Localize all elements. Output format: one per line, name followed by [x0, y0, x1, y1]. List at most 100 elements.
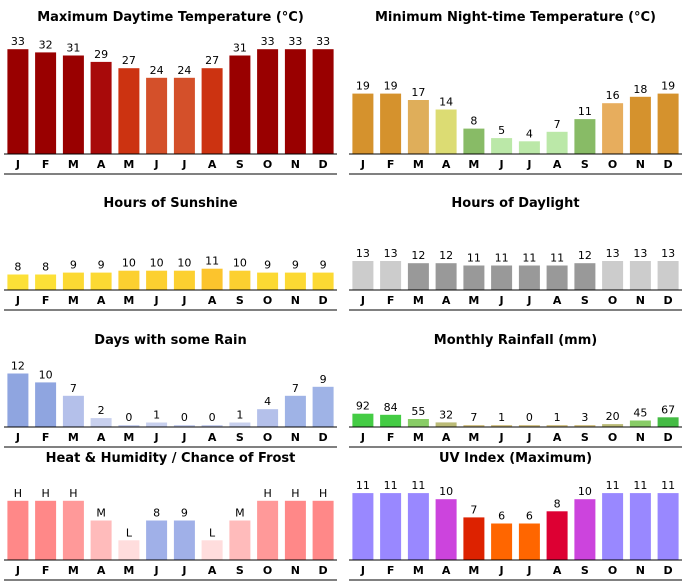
- month-tick-label: D: [664, 158, 673, 171]
- data-label: 12: [439, 249, 453, 262]
- data-label: H: [14, 487, 22, 500]
- data-label: 33: [261, 35, 275, 48]
- data-label: 13: [633, 247, 647, 260]
- month-tick-label: D: [664, 564, 673, 577]
- bar: [629, 493, 651, 560]
- data-label: 67: [661, 403, 675, 416]
- data-label: 19: [356, 80, 370, 93]
- month-tick-label: S: [236, 294, 244, 307]
- month-tick-label: F: [387, 158, 395, 171]
- bar: [7, 274, 29, 290]
- data-label: 1: [498, 411, 505, 424]
- month-tick-label: M: [68, 564, 79, 577]
- bar: [284, 500, 306, 560]
- month-tick-label: A: [553, 158, 562, 171]
- month-tick-label: A: [442, 431, 451, 444]
- month-tick-label: O: [263, 431, 272, 444]
- month-tick-label: N: [636, 294, 645, 307]
- data-label: 9: [320, 259, 327, 272]
- month-tick-label: D: [319, 294, 328, 307]
- bar: [546, 265, 568, 290]
- data-label: L: [209, 526, 216, 539]
- data-label: 19: [384, 80, 398, 93]
- data-label: M: [96, 507, 106, 520]
- data-label: 13: [606, 247, 620, 260]
- bar: [491, 138, 513, 154]
- data-label: 11: [384, 479, 398, 492]
- data-label: 0: [125, 411, 132, 424]
- month-tick-label: A: [208, 294, 217, 307]
- chart-title: Hours of Daylight: [451, 196, 580, 211]
- bar: [463, 128, 485, 154]
- month-tick-label: F: [42, 158, 50, 171]
- bar: [463, 517, 485, 560]
- bar: [435, 263, 457, 290]
- month-tick-label: M: [68, 294, 79, 307]
- month-tick-label: J: [526, 294, 531, 307]
- bar: [284, 272, 306, 290]
- data-label: 18: [633, 83, 647, 96]
- month-tick-label: A: [208, 564, 217, 577]
- month-tick-label: J: [360, 294, 365, 307]
- bar: [491, 265, 513, 290]
- bar: [35, 382, 57, 427]
- month-tick-label: M: [413, 564, 424, 577]
- data-label: 24: [150, 64, 164, 77]
- month-tick-label: J: [181, 294, 186, 307]
- bar: [90, 520, 112, 560]
- month-tick-label: M: [123, 431, 134, 444]
- bar: [352, 493, 374, 560]
- month-tick-label: J: [499, 564, 504, 577]
- month-tick-label: F: [387, 294, 395, 307]
- bar: [146, 520, 168, 560]
- bar: [380, 93, 402, 154]
- data-label: 7: [70, 382, 77, 395]
- data-label: 7: [292, 382, 299, 395]
- bar: [312, 272, 334, 290]
- month-tick-label: D: [319, 431, 328, 444]
- bar: [201, 540, 223, 560]
- data-label: 10: [150, 257, 164, 270]
- chart-rain-days: 12 J 10 F 7 M 2 A 0 M 1 J 0 J 0 A 1 S 4 O 7 N 9 D: [4, 360, 337, 448]
- chart-min-temp: 19 J 19 F 17 M 14 A 8 M 5 J 4 J 7 A 11 S 16 O 18 N 19 D: [349, 80, 682, 175]
- bar: [602, 261, 624, 290]
- data-label: 11: [578, 105, 592, 118]
- month-tick-label: A: [553, 431, 562, 444]
- data-label: 33: [11, 35, 25, 48]
- month-tick-label: J: [526, 158, 531, 171]
- data-label: 31: [66, 42, 80, 55]
- month-tick-label: A: [553, 564, 562, 577]
- data-label: 4: [526, 127, 533, 140]
- month-tick-label: M: [468, 564, 479, 577]
- month-tick-label: A: [442, 158, 451, 171]
- month-tick-label: F: [42, 294, 50, 307]
- month-tick-label: O: [608, 431, 617, 444]
- bar: [657, 93, 679, 154]
- bar: [463, 265, 485, 290]
- bar: [118, 540, 140, 560]
- data-label: M: [235, 507, 245, 520]
- month-tick-label: D: [664, 431, 673, 444]
- data-label: 8: [470, 115, 477, 128]
- data-label: 13: [356, 247, 370, 260]
- data-label: 0: [526, 411, 533, 424]
- month-tick-label: A: [442, 294, 451, 307]
- bar: [518, 523, 540, 560]
- bar: [90, 418, 112, 427]
- month-tick-label: F: [387, 564, 395, 577]
- data-label: 14: [439, 96, 453, 109]
- month-tick-label: S: [236, 564, 244, 577]
- data-label: 27: [122, 54, 136, 67]
- data-label: 6: [498, 510, 505, 523]
- data-label: 11: [606, 479, 620, 492]
- month-tick-label: M: [68, 431, 79, 444]
- month-tick-label: O: [263, 294, 272, 307]
- bar: [7, 373, 29, 427]
- data-label: 11: [495, 252, 509, 265]
- data-label: 11: [522, 252, 536, 265]
- month-tick-label: S: [581, 294, 589, 307]
- bar: [602, 103, 624, 154]
- bar: [463, 425, 485, 427]
- month-tick-label: A: [97, 431, 106, 444]
- bar: [62, 55, 84, 154]
